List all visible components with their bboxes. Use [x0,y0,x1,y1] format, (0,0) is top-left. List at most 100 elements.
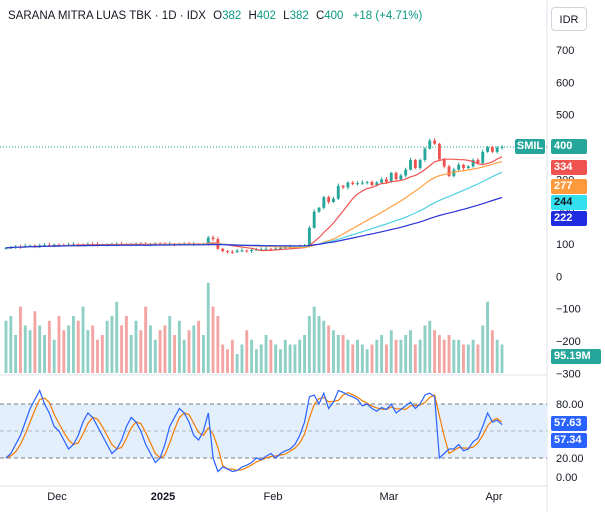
candle-body [226,251,229,253]
candle-body [370,181,374,186]
volume-bar [490,330,494,373]
volume-bar [269,339,273,373]
candle-body [250,249,254,252]
volume-bar [317,316,321,373]
volume-bar [105,320,109,373]
candle-body [476,159,480,164]
volume-bar [226,349,229,373]
price-tick-label: 100 [556,239,574,251]
candle-body [327,197,331,202]
candle-body [336,185,340,199]
candle-body [447,166,451,177]
candle-body [240,250,244,252]
volume-bar [322,320,326,373]
volume-bar [462,344,465,373]
candle-body [264,248,268,250]
volume-bar [380,335,384,373]
volume-bar [221,344,225,373]
close-value: 400 [324,10,344,22]
candle-body [274,248,278,250]
volume-bar [404,335,408,373]
volume-bar [245,330,249,373]
volume-bar [384,344,388,373]
volume-bar [52,339,56,373]
price-tick-label: 0 [556,271,562,283]
volume-bar [471,339,475,373]
candle-body [307,227,311,246]
volume-bar [336,335,340,373]
candle-body [495,147,499,152]
volume-bar [197,320,201,373]
volume-bar [259,344,263,373]
candle-body [235,250,239,253]
price-tick-label: −100 [556,304,581,316]
volume-bar [38,325,42,373]
volume-bar [437,335,441,373]
volume-bar [486,301,489,373]
volume-bar [293,344,297,373]
volume-bar [375,339,379,373]
volume-bar [332,330,335,373]
volume-bar [62,330,66,373]
volume-bar [360,344,364,373]
candle-body [360,182,364,184]
ma2-badge: 277 [551,179,587,194]
candle-body [481,151,485,164]
high-label: H [248,10,257,22]
volume-bar [168,316,172,373]
volume-bar [67,325,71,373]
volume-bar [124,316,128,373]
candle-body [490,147,494,152]
volume-bar [235,354,239,373]
volume-bar [351,344,355,373]
candle-body [341,185,345,188]
volume-bar [264,335,268,373]
volume-bar [134,320,138,373]
candle-body [433,140,437,144]
candle-body [312,211,316,228]
volume-bar [399,339,403,373]
stoch-tick-label: 20.00 [556,453,584,465]
volume-bar [466,344,470,373]
symbol-header[interactable]: SARANA MITRA LUAS TBK · 1D · IDX O382 H4… [8,10,422,22]
ma1-badge: 334 [551,160,587,175]
volume-bar [153,339,157,373]
volume-bar [187,330,191,373]
candle-body [452,169,456,177]
volume-bar [312,306,316,373]
candle-body [283,247,287,249]
volume-bar [192,325,196,373]
volume-bar [240,344,244,373]
symbol-title[interactable]: SARANA MITRA LUAS TBK · 1D · IDX [8,10,206,22]
candle-body [38,245,42,247]
time-tick-label: 2025 [151,491,175,503]
candle-body [245,250,249,252]
volume-bar [158,330,162,373]
volume-bar [288,344,292,373]
volume-bar [43,335,46,373]
volume-bar [139,330,143,373]
candle-body [279,247,282,249]
currency-button[interactable]: IDR [551,7,587,31]
volume-bar [283,339,287,373]
volume-bar [14,335,18,373]
stoch-d-badge: 57.34 [551,433,587,448]
volume-bar [442,339,446,373]
candle-body [317,207,321,212]
candle-body [322,197,326,208]
volume-bar [254,349,258,373]
volume-bar [346,339,350,373]
candle-body [380,179,384,183]
volume-bar [433,330,437,373]
volume-bar [201,335,205,373]
candle-body [404,169,408,176]
candle-body [259,249,263,251]
open-value: 382 [222,10,242,22]
volume-bar [274,344,278,373]
volume-bar [298,339,302,373]
volume-bar [177,320,181,373]
volume-bar [206,282,210,373]
candle-body [500,147,504,148]
